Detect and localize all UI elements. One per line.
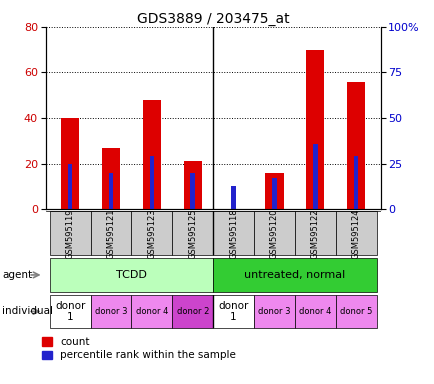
Text: GSM595119: GSM595119 <box>66 208 75 258</box>
Text: agent: agent <box>2 270 32 280</box>
Bar <box>253 211 294 255</box>
Text: donor
1: donor 1 <box>218 301 248 322</box>
Text: donor
1: donor 1 <box>55 301 85 322</box>
Text: donor 5: donor 5 <box>339 307 372 316</box>
Text: GSM595121: GSM595121 <box>106 208 115 258</box>
Bar <box>90 211 131 255</box>
Bar <box>231 185 235 209</box>
Bar <box>131 295 172 328</box>
Bar <box>306 50 324 209</box>
Bar <box>294 211 335 255</box>
Bar <box>335 295 376 328</box>
Bar <box>142 100 161 209</box>
Bar <box>102 148 120 209</box>
Text: GSM595124: GSM595124 <box>351 208 360 258</box>
Text: untreated, normal: untreated, normal <box>243 270 345 280</box>
Text: donor 3: donor 3 <box>95 307 127 316</box>
Bar <box>49 258 213 292</box>
Bar <box>49 211 90 255</box>
Bar <box>335 211 376 255</box>
Text: GSM595125: GSM595125 <box>188 208 197 258</box>
Title: GDS3889 / 203475_at: GDS3889 / 203475_at <box>137 12 289 26</box>
Bar <box>68 164 72 209</box>
Bar <box>213 258 376 292</box>
Bar <box>90 295 131 328</box>
Bar <box>131 211 172 255</box>
Text: individual: individual <box>2 306 53 316</box>
Text: donor 2: donor 2 <box>176 307 208 316</box>
Bar <box>253 295 294 328</box>
Bar <box>265 173 283 209</box>
Text: donor 4: donor 4 <box>135 307 168 316</box>
Bar <box>213 295 253 328</box>
Bar <box>294 295 335 328</box>
Text: GSM595122: GSM595122 <box>310 208 319 258</box>
Legend: count, percentile rank within the sample: count, percentile rank within the sample <box>42 338 235 361</box>
Bar <box>149 156 154 209</box>
Bar <box>172 211 213 255</box>
Bar <box>61 118 79 209</box>
Bar <box>272 178 276 209</box>
Bar <box>346 82 365 209</box>
Bar <box>213 211 253 255</box>
Bar <box>183 161 201 209</box>
Bar <box>108 173 113 209</box>
Text: GSM595118: GSM595118 <box>229 208 237 258</box>
Text: TCDD: TCDD <box>116 270 147 280</box>
Bar <box>190 173 194 209</box>
Bar <box>172 295 213 328</box>
Text: GSM595123: GSM595123 <box>147 208 156 258</box>
Bar <box>312 144 317 209</box>
Text: donor 3: donor 3 <box>257 307 290 316</box>
Text: GSM595120: GSM595120 <box>270 208 278 258</box>
Bar <box>49 295 90 328</box>
Text: donor 4: donor 4 <box>299 307 331 316</box>
Bar <box>353 156 358 209</box>
